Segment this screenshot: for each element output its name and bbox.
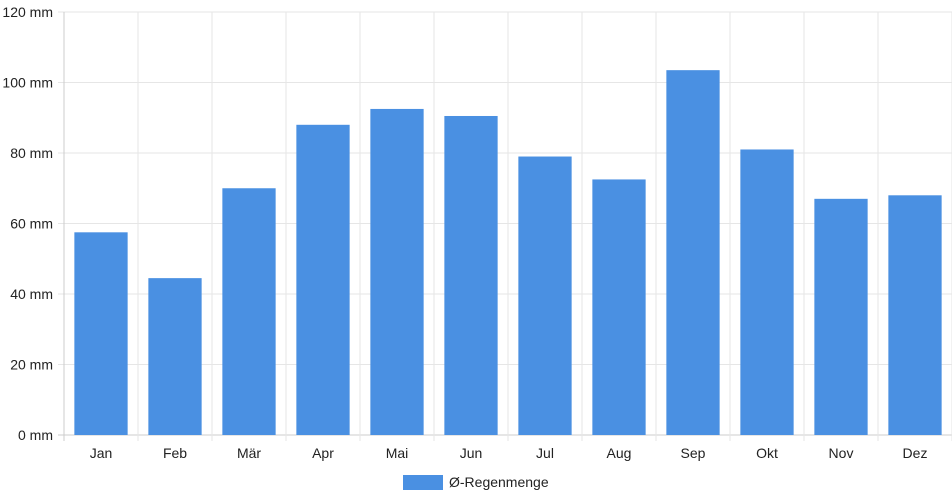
- y-axis-ticks: 0 mm 20 mm 40 mm 60 mm 80 mm 100 mm 120 mm: [2, 4, 53, 443]
- bar-jul[interactable]: [518, 156, 572, 435]
- x-axis-ticks: Jan Feb Mär Apr Mai Jun Jul Aug Sep Okt Nov Dez: [90, 445, 928, 461]
- x-tick-label: Sep: [681, 445, 706, 461]
- x-tick-label: Feb: [163, 445, 187, 461]
- bar-okt[interactable]: [740, 149, 794, 435]
- bar-nov[interactable]: [814, 198, 868, 435]
- y-tick-label: 60 mm: [10, 216, 53, 232]
- x-tick-label: Mär: [237, 445, 261, 461]
- bar-jan[interactable]: [74, 232, 128, 435]
- bar-aug[interactable]: [592, 179, 646, 435]
- y-tick-label: 80 mm: [10, 145, 53, 161]
- bar-dez[interactable]: [888, 195, 942, 435]
- y-tick-label: 20 mm: [10, 357, 53, 373]
- y-tick-label: 0 mm: [18, 427, 53, 443]
- bar-series: [74, 70, 942, 436]
- y-tick-label: 120 mm: [2, 4, 53, 20]
- x-tick-label: Aug: [607, 445, 632, 461]
- bar-mär[interactable]: [222, 188, 276, 435]
- bar-apr[interactable]: [296, 124, 350, 436]
- x-tick-label: Jun: [460, 445, 483, 461]
- legend-swatch: [403, 474, 443, 490]
- bar-feb[interactable]: [148, 278, 202, 435]
- y-tick-label: 100 mm: [2, 75, 53, 91]
- legend-label: Ø-Regenmenge: [449, 474, 549, 490]
- grid-lines: [58, 11, 952, 441]
- x-tick-label: Jan: [90, 445, 113, 461]
- x-tick-label: Apr: [312, 445, 334, 461]
- y-tick-label: 40 mm: [10, 286, 53, 302]
- chart-legend[interactable]: Ø-Regenmenge: [403, 472, 549, 492]
- x-tick-label: Nov: [829, 445, 854, 461]
- bar-jun[interactable]: [444, 115, 498, 436]
- x-tick-label: Okt: [756, 445, 778, 461]
- x-tick-label: Dez: [903, 445, 928, 461]
- bar-sep[interactable]: [666, 70, 720, 435]
- x-tick-label: Mai: [386, 445, 409, 461]
- bar-mai[interactable]: [370, 108, 424, 435]
- x-tick-label: Jul: [536, 445, 554, 461]
- rainfall-bar-chart: 0 mm 20 mm 40 mm 60 mm 80 mm 100 mm 120 mm Jan…: [2, 4, 952, 461]
